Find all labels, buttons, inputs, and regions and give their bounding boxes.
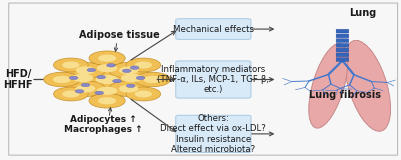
Text: Adipocytes ↑
Macrophages ↑: Adipocytes ↑ Macrophages ↑ (64, 115, 142, 134)
Circle shape (62, 62, 79, 68)
Circle shape (87, 83, 128, 99)
Circle shape (66, 62, 105, 78)
Ellipse shape (309, 44, 348, 128)
Circle shape (97, 75, 105, 79)
Circle shape (109, 81, 148, 96)
Circle shape (54, 87, 88, 101)
Circle shape (76, 85, 95, 93)
Circle shape (126, 58, 161, 72)
FancyBboxPatch shape (176, 115, 251, 152)
Circle shape (113, 79, 121, 83)
Circle shape (87, 68, 96, 72)
Circle shape (97, 64, 117, 72)
Text: Lung: Lung (349, 8, 377, 17)
Circle shape (121, 74, 142, 82)
Text: Mechanical effects: Mechanical effects (173, 25, 254, 34)
FancyBboxPatch shape (336, 48, 349, 52)
Circle shape (98, 55, 116, 62)
Circle shape (135, 62, 152, 68)
Circle shape (54, 58, 88, 72)
Circle shape (130, 66, 139, 69)
Circle shape (122, 69, 131, 73)
Text: HFD/
HFHF: HFD/ HFHF (3, 69, 32, 90)
Circle shape (119, 66, 139, 74)
Circle shape (89, 51, 125, 65)
Circle shape (126, 84, 135, 88)
FancyBboxPatch shape (336, 34, 349, 38)
FancyBboxPatch shape (336, 53, 349, 57)
Circle shape (136, 76, 145, 80)
Circle shape (75, 90, 84, 93)
Text: Others:
Direct effect via ox-LDL?
Insulin resistance
Altered microbiota?: Others: Direct effect via ox-LDL? Insuli… (160, 114, 266, 154)
Text: Lung fibrosis: Lung fibrosis (309, 90, 381, 100)
Circle shape (109, 62, 148, 78)
Circle shape (44, 72, 80, 87)
Circle shape (119, 85, 139, 93)
FancyBboxPatch shape (176, 61, 251, 98)
Text: Adipose tissue: Adipose tissue (79, 30, 159, 40)
Circle shape (95, 91, 103, 95)
Circle shape (62, 91, 79, 97)
Circle shape (98, 97, 116, 104)
Circle shape (89, 94, 125, 108)
Circle shape (96, 75, 119, 84)
Circle shape (126, 87, 161, 101)
Circle shape (143, 76, 162, 83)
Circle shape (72, 74, 93, 82)
FancyBboxPatch shape (176, 19, 251, 39)
Circle shape (135, 91, 152, 97)
Text: Inflammatory mediators
(TNF-α, ILs, MCP-1, TGF-β,
etc.): Inflammatory mediators (TNF-α, ILs, MCP-… (157, 65, 269, 94)
Circle shape (134, 72, 170, 87)
Circle shape (81, 83, 90, 87)
Circle shape (97, 87, 117, 95)
Circle shape (84, 70, 130, 89)
FancyBboxPatch shape (336, 58, 349, 61)
Circle shape (66, 81, 105, 96)
FancyBboxPatch shape (336, 29, 349, 33)
Circle shape (110, 69, 153, 86)
Circle shape (61, 69, 104, 86)
FancyBboxPatch shape (336, 39, 349, 42)
Circle shape (76, 66, 95, 74)
Circle shape (53, 76, 71, 83)
FancyBboxPatch shape (336, 44, 349, 47)
Ellipse shape (345, 40, 391, 131)
Circle shape (69, 76, 78, 80)
Circle shape (87, 60, 128, 76)
Circle shape (107, 64, 115, 67)
